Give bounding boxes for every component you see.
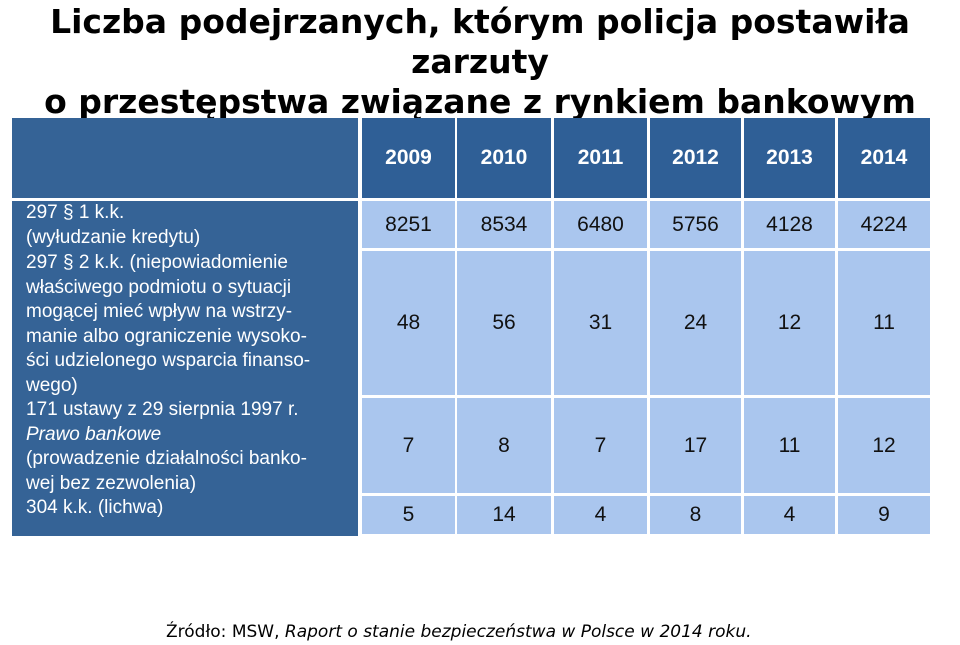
stub-header <box>12 118 358 198</box>
row-label-line: (prowadzenie działalności banko- <box>26 448 307 469</box>
row-label-line: (wyłudzanie kredytu) <box>26 226 201 248</box>
row-label-line: 304 k.k. (lichwa) <box>26 497 164 518</box>
value-cell: 5756 <box>650 201 741 248</box>
row-label-line: 297 § 1 k.k. <box>26 202 125 223</box>
row-label-line: wego) <box>26 374 78 396</box>
row-label-line: mogącej mieć wpływ na wstrzy- <box>26 301 293 322</box>
year-header: 2009 <box>362 118 455 198</box>
value-cell: 14 <box>457 496 551 534</box>
value-cell: 6480 <box>554 201 647 248</box>
value-cell: 5 <box>362 496 455 534</box>
year-header: 2010 <box>457 118 551 198</box>
value-cell: 8 <box>457 398 551 493</box>
row-label: 297 § 1 k.k. (wyłudzanie kredytu) <box>12 197 358 250</box>
row-label-line: manie albo ograniczenie wysoko- <box>26 325 307 347</box>
value-cell: 48 <box>362 251 455 395</box>
value-cell: 7 <box>554 398 647 493</box>
row-label-line: Prawo bankowe <box>26 423 162 445</box>
value-cell: 11 <box>838 251 930 395</box>
row-label-line: właściwego podmiotu o sytuacji <box>26 276 292 298</box>
value-cell: 8 <box>650 496 741 534</box>
row-label-line: ści udzielonego wsparcia finanso- <box>26 350 311 371</box>
row-label-line: wej bez zezwolenia) <box>26 472 197 494</box>
value-cell: 8534 <box>457 201 551 248</box>
year-header: 2011 <box>554 118 647 198</box>
data-table: 2009 2010 2011 2012 2013 2014 297 § 1 k.k. (wył… <box>12 118 932 536</box>
source-title: Raport o stanie bezpieczeństwa w Polsce … <box>284 622 752 642</box>
source-prefix: Źródło: MSW, <box>166 622 285 642</box>
row-label: 304 k.k. (lichwa) <box>12 492 358 521</box>
value-cell: 8251 <box>362 201 455 248</box>
title-line-1: Liczba podejrzanych, którym policja post… <box>50 2 910 81</box>
value-cell: 56 <box>457 251 551 395</box>
title-line-2: o przestępstwa związane z rynkiem bankow… <box>44 82 916 121</box>
year-header: 2014 <box>838 118 930 198</box>
value-cell: 4 <box>744 496 835 534</box>
year-header: 2013 <box>744 118 835 198</box>
value-cell: 24 <box>650 251 741 395</box>
value-cell: 4 <box>554 496 647 534</box>
row-label: 297 § 2 k.k. (niepowiadomienie właściwego… <box>12 247 358 398</box>
value-cell: 4128 <box>744 201 835 248</box>
value-cell: 31 <box>554 251 647 395</box>
row-label: 171 ustawy z 29 sierpnia 1997 r. Prawo ba… <box>12 394 358 496</box>
chart-title: Liczba podejrzanych, którym policja post… <box>0 2 960 122</box>
value-cell: 17 <box>650 398 741 493</box>
row-label-line: 171 ustawy z 29 sierpnia 1997 r. <box>26 399 299 420</box>
row-labels <box>12 201 358 536</box>
source-note: Źródło: MSW, Raport o stanie bezpieczeńs… <box>166 622 752 642</box>
row-label-line: 297 § 2 k.k. (niepowiadomienie <box>26 252 288 273</box>
value-cell: 9 <box>838 496 930 534</box>
value-cell: 11 <box>744 398 835 493</box>
value-cell: 7 <box>362 398 455 493</box>
value-cell: 12 <box>838 398 930 493</box>
value-cell: 4224 <box>838 201 930 248</box>
year-header: 2012 <box>650 118 741 198</box>
value-cell: 12 <box>744 251 835 395</box>
